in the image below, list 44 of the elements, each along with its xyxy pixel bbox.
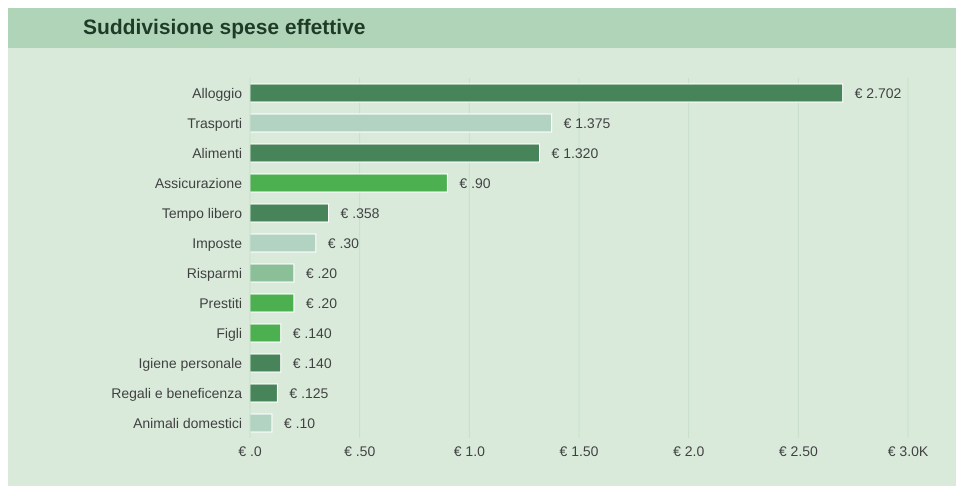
y-tick-label: Risparmi [186,264,242,281]
bar [250,354,282,372]
data-label: € .140 [292,354,332,371]
data-label: € .358 [340,204,380,221]
y-tick-label: Prestiti [199,294,242,311]
bar [250,204,330,222]
bar [250,84,844,102]
y-tick-label: Animali domestici [133,414,242,431]
data-label: € .140 [292,324,332,341]
chart-title: Suddivisione spese effettive [83,16,366,40]
bar [250,384,278,402]
y-tick-label: Igiene personale [138,354,242,371]
x-tick-label: € 3.0K [888,442,929,459]
bar [250,264,294,282]
y-tick-label: Imposte [192,234,242,251]
bar [250,414,272,432]
x-tick-label: € 1.50 [560,442,599,459]
y-tick-label: Tempo libero [162,204,242,221]
y-tick-label: Figli [216,324,242,341]
data-label: € .125 [289,384,329,401]
data-label: € .20 [306,294,338,311]
y-tick-label: Regali e beneficenza [111,384,242,401]
x-tick-label: € .0 [238,442,262,459]
y-tick-label: Assicurazione [154,174,242,191]
data-label: € .10 [284,414,316,431]
bar [250,294,294,312]
data-label: € .30 [328,234,360,251]
data-label: € .20 [306,264,338,281]
data-label: € .90 [459,174,491,191]
data-label: € 1.375 [564,114,611,131]
data-label: € 1.320 [552,144,598,161]
x-tick-label: € 2.0 [673,442,704,459]
x-tick-label: € .50 [344,442,376,459]
data-label: € 2.702 [854,84,902,101]
bar [250,234,316,252]
y-tick-label: Trasporti [187,114,242,131]
y-tick-label: Alloggio [192,84,242,101]
y-tick-label: Alimenti [192,144,242,161]
x-tick-label: € 2.50 [778,442,818,459]
x-tick-label: € 1.0 [454,442,486,459]
bar [250,144,540,162]
bar [250,174,448,192]
bar [250,324,282,342]
bar [250,114,552,132]
